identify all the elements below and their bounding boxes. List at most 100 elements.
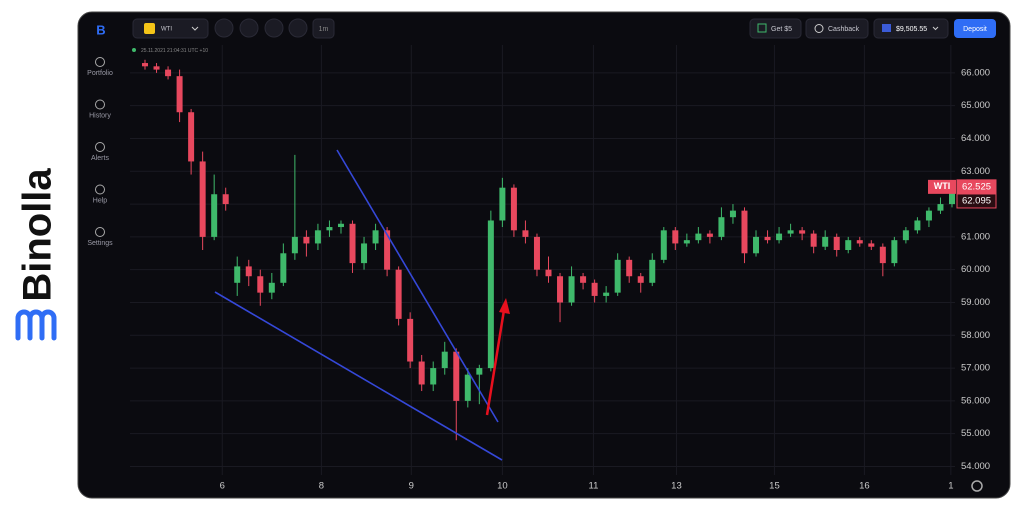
candle-body [372, 230, 379, 244]
y-tick-label: 59.000 [961, 297, 990, 308]
y-tick-label: 56.000 [961, 395, 990, 406]
draw-button[interactable] [264, 18, 284, 38]
candle-body [199, 161, 206, 237]
gift-icon [757, 23, 767, 33]
candle-body [856, 240, 863, 244]
timeframe-button[interactable] [312, 18, 335, 39]
candle-body [879, 246, 886, 264]
candle-body [165, 69, 172, 77]
y-tick-label: 58.000 [961, 330, 990, 341]
x-tick-label: 6 [220, 481, 225, 492]
brand: Binolla [16, 168, 60, 302]
candle-body [464, 374, 471, 401]
sidebar-icon [95, 57, 105, 67]
candle-body [361, 243, 368, 264]
candle-body [776, 233, 783, 241]
annotations [214, 149, 510, 461]
app-window [77, 11, 1011, 499]
candle-body [326, 227, 333, 231]
candle-body [188, 112, 195, 162]
sidebar-label: History [89, 112, 111, 119]
candle-body [349, 223, 356, 264]
candle-body [649, 259, 656, 283]
balance-button[interactable] [873, 18, 949, 39]
candle-body [384, 230, 391, 270]
candle-body [211, 194, 218, 237]
price-tag: 62.525 [962, 181, 991, 192]
candle-body [729, 210, 736, 218]
cashback: Cashback [828, 26, 860, 33]
candle-body [176, 76, 183, 113]
flag-icon [882, 24, 891, 32]
cashback-button[interactable] [805, 18, 869, 39]
x-tick-label: 11 [589, 481, 599, 492]
candle-body [430, 368, 437, 385]
candle-body [510, 187, 517, 231]
x-tick-label: 15 [769, 481, 780, 492]
candle-body [914, 220, 921, 231]
balance: $9,505.55 [896, 26, 927, 33]
timestamp: 25.11.2021 21:04:31 UTC +10 [141, 48, 208, 54]
info-button[interactable] [214, 18, 234, 38]
indicators-button[interactable] [288, 18, 308, 38]
candle-body [268, 282, 275, 293]
deposit-button[interactable] [954, 19, 996, 38]
asset-icon [144, 23, 155, 34]
candle-body [580, 276, 587, 283]
candle-body [314, 230, 321, 244]
sidebar-icon [95, 184, 105, 195]
candle-body [672, 230, 679, 244]
price-tag: 62.095 [962, 195, 991, 206]
candle-body [418, 361, 425, 385]
candle-body [925, 210, 932, 221]
chart-type-button[interactable] [239, 18, 259, 38]
y-tick-label: 64.000 [961, 133, 990, 144]
trend-line [214, 291, 503, 461]
candle-body [706, 233, 713, 237]
x-tick-label: 16 [859, 481, 870, 492]
deposit: Deposit [963, 26, 987, 33]
candle-body [591, 282, 598, 296]
y-tick-label: 57.000 [961, 363, 990, 374]
sidebar-icon [95, 227, 105, 237]
x-tick-label: 1 [948, 481, 953, 492]
candle-body [545, 269, 552, 277]
candle-body [822, 236, 829, 247]
candle-body [660, 230, 667, 260]
candle-body [787, 230, 794, 234]
candle-body [845, 240, 852, 250]
y-tick-label: 60.000 [961, 264, 990, 275]
candle-body [499, 187, 506, 221]
sidebar-label: Settings [87, 240, 113, 247]
candle-body [799, 230, 806, 234]
candle-body [902, 230, 909, 241]
candle-body [891, 240, 898, 264]
candle-body [453, 351, 460, 401]
candle-body [683, 240, 690, 244]
x-tick-label: 9 [409, 481, 414, 492]
bonus: Get $5 [771, 26, 792, 33]
candle-body [487, 220, 494, 369]
sidebar-icon [95, 99, 105, 110]
candle-body [614, 259, 621, 293]
topbar: WTI 1m Get $5 Cashback $9,505.55 Deposit [132, 18, 996, 39]
y-tick-label: 54.000 [961, 461, 990, 472]
candle-body [937, 204, 944, 211]
sidebar: Portfolio History Alerts Help Settings [87, 57, 113, 247]
price-tag-box [956, 193, 997, 209]
y-tick-label: 55.000 [961, 428, 990, 439]
candle-body [280, 253, 287, 283]
settings-icon[interactable] [971, 480, 983, 492]
candle-body [741, 210, 748, 254]
candle-body [522, 230, 529, 237]
candle-body [718, 217, 725, 237]
arrow-shaft [485, 309, 506, 416]
timeframe: 1m [319, 26, 329, 33]
trend-line [336, 149, 499, 423]
candle-body [833, 236, 840, 250]
candles [142, 59, 955, 441]
chevron [932, 26, 939, 31]
candle-body [753, 236, 760, 254]
candle-body [234, 266, 241, 283]
x-tick-label: 13 [671, 481, 682, 492]
